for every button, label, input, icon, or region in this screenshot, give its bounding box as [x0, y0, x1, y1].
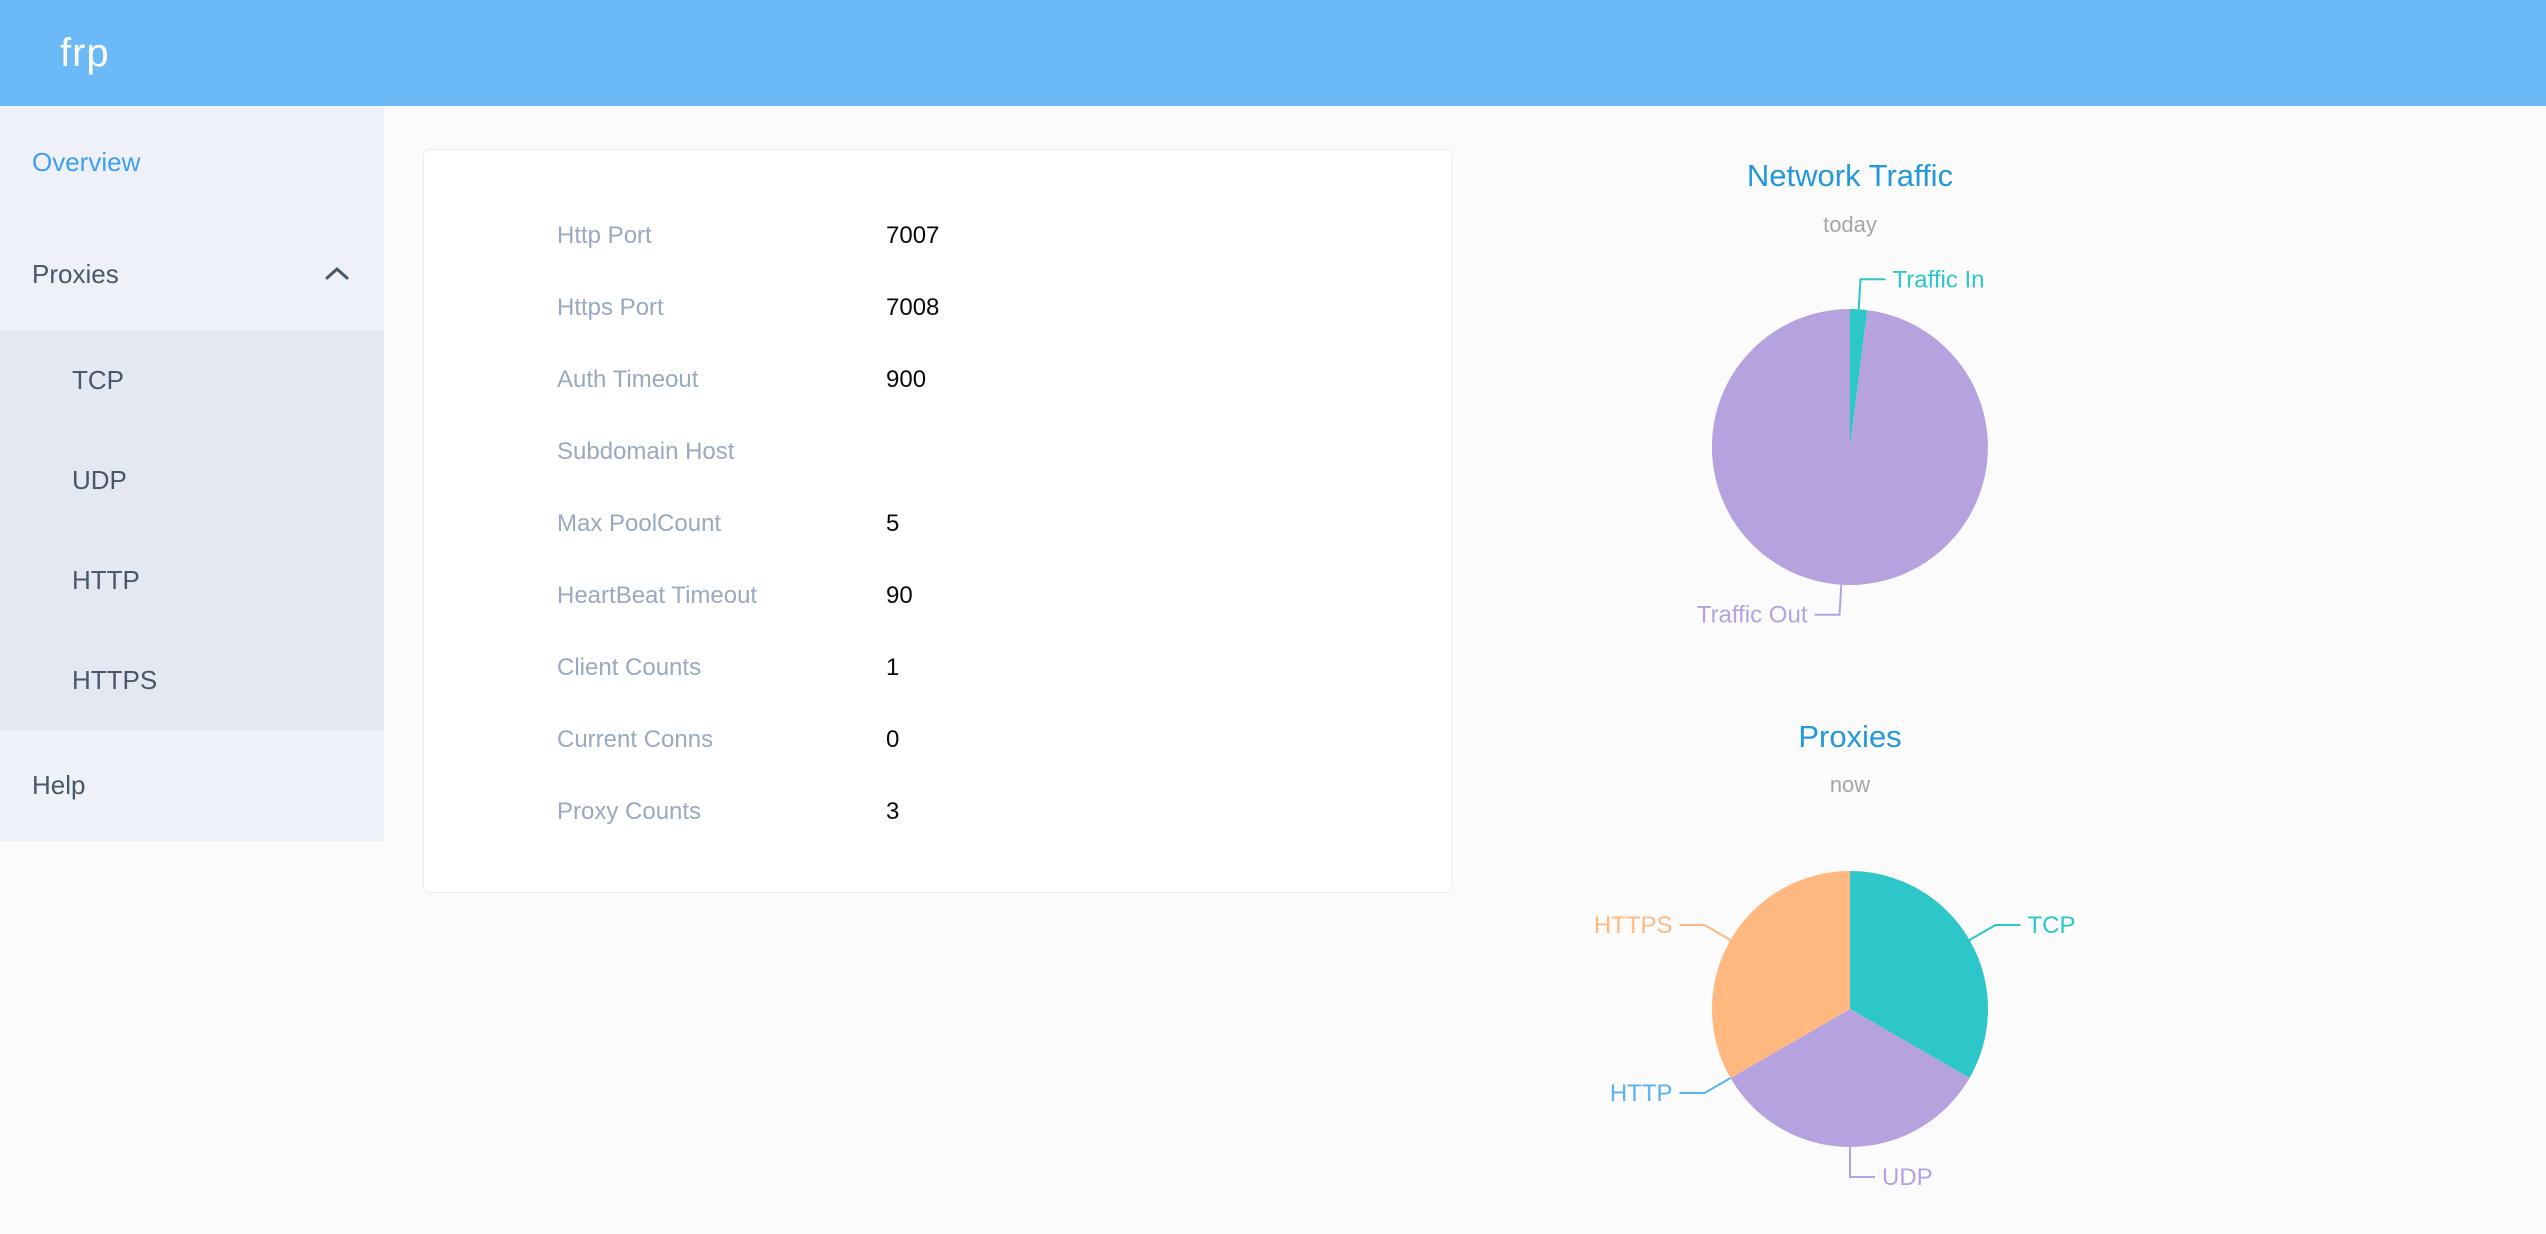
- pie-label-line-https: [1679, 924, 1731, 941]
- server-config-card: Http Port 7007 Https Port 7008 Auth Timeout 9…: [423, 149, 1452, 893]
- sidebar-item-udp[interactable]: UDP: [0, 430, 384, 530]
- network-traffic-subtitle: today: [1823, 212, 1877, 237]
- config-value: 3: [886, 798, 900, 825]
- config-value: 90: [886, 582, 913, 609]
- sidebar-item-http[interactable]: HTTP: [0, 530, 384, 630]
- proxies-pie-chart: TCP UDP HTTP HTTPS: [1594, 871, 2076, 1191]
- pie-slice-udp[interactable]: [1730, 1009, 1970, 1147]
- config-value: 5: [886, 510, 900, 537]
- config-value: 0: [886, 726, 900, 753]
- config-value: 1: [886, 654, 900, 681]
- config-label: Http Port: [557, 222, 652, 249]
- pie-label-line-traffic-out: [1814, 584, 1843, 616]
- pie-label-line-http: [1679, 1077, 1731, 1094]
- config-label: Auth Timeout: [557, 366, 699, 393]
- config-label: Https Port: [557, 294, 664, 321]
- sidebar-item-overview[interactable]: Overview: [0, 106, 384, 218]
- sidebar-submenu-proxies: TCP UDP HTTP HTTPS: [0, 330, 384, 730]
- sidebar-item-proxies[interactable]: Proxies: [0, 218, 384, 330]
- app-logo: frp: [60, 30, 110, 75]
- config-value: 7007: [886, 222, 940, 249]
- chevron-up-icon: [324, 261, 350, 287]
- config-row: Proxy Counts 3: [424, 776, 1451, 848]
- sidebar-item-label: Proxies: [32, 258, 119, 289]
- pie-label-line-udp: [1849, 1147, 1875, 1178]
- config-row: Subdomain Host: [424, 416, 1451, 488]
- config-value: 900: [886, 366, 927, 393]
- pie-label-http: HTTP: [1610, 1080, 1673, 1107]
- config-label: Current Conns: [557, 726, 714, 753]
- pie-label-https: HTTPS: [1594, 912, 1673, 939]
- pie-label-traffic-out: Traffic Out: [1697, 602, 1808, 629]
- pie-slice-tcp[interactable]: [1850, 871, 1988, 1078]
- pie-label-line-traffic-in: [1857, 278, 1886, 310]
- config-value: 7008: [886, 294, 940, 321]
- pie-slice-traffic-in[interactable]: [1850, 309, 1868, 447]
- config-row: Https Port 7008: [424, 272, 1451, 344]
- config-row: Http Port 7007: [424, 200, 1451, 272]
- sidebar-item-label: HTTP: [72, 564, 140, 595]
- config-row: Auth Timeout 900: [424, 344, 1451, 416]
- pie-label-tcp: TCP: [2028, 912, 2076, 939]
- sidebar-item-label: Help: [32, 770, 86, 800]
- sidebar-item-label: TCP: [72, 364, 124, 395]
- network-traffic-title: Network Traffic: [1746, 158, 1954, 193]
- pie-slice-https[interactable]: [1712, 871, 1850, 1078]
- sidebar-item-help[interactable]: Help: [0, 730, 384, 841]
- pie-label-traffic-in: Traffic In: [1893, 266, 1985, 293]
- sidebar: Overview Proxies TCP UDP HTTP HTTPS Help: [0, 106, 384, 841]
- app-header: frp: [0, 0, 2546, 106]
- sidebar-item-label: HTTPS: [72, 664, 158, 695]
- sidebar-item-label: Overview: [32, 146, 141, 177]
- server-config-rows: Http Port 7007 Https Port 7008 Auth Timeout 9…: [424, 200, 1451, 848]
- proxies-title: Proxies: [1798, 719, 1902, 754]
- config-label: Subdomain Host: [557, 438, 735, 465]
- config-label: Client Counts: [557, 654, 702, 681]
- pie-slice-traffic-out[interactable]: [1711, 308, 1988, 585]
- config-label: Max PoolCount: [557, 510, 722, 537]
- pie-label-udp: UDP: [1882, 1164, 1933, 1191]
- pie-label-line-tcp: [1969, 924, 2021, 941]
- config-label: Proxy Counts: [557, 798, 702, 825]
- config-row: Client Counts 1: [424, 632, 1451, 704]
- config-row: HeartBeat Timeout 90: [424, 560, 1451, 632]
- sidebar-item-tcp[interactable]: TCP: [0, 330, 384, 430]
- config-label: HeartBeat Timeout: [557, 582, 758, 609]
- network-traffic-pie-chart: Traffic In Traffic Out: [1697, 266, 1988, 629]
- sidebar-item-https[interactable]: HTTPS: [0, 630, 384, 730]
- config-row: Current Conns 0: [424, 704, 1451, 776]
- config-row: Max PoolCount 5: [424, 488, 1451, 560]
- proxies-subtitle: now: [1829, 772, 1871, 797]
- sidebar-item-label: UDP: [72, 464, 127, 495]
